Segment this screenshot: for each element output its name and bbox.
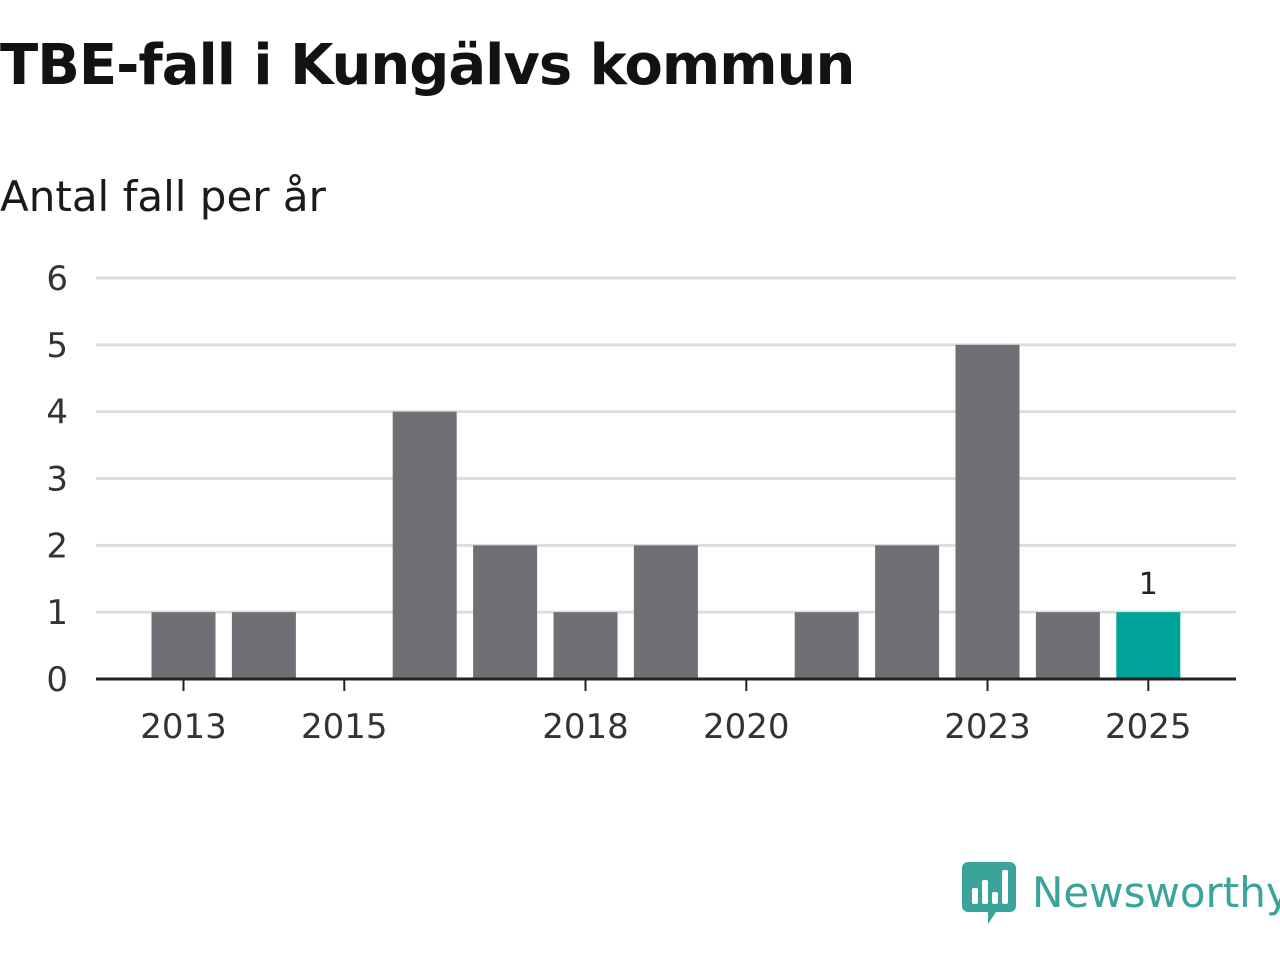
x-tick-label: 2015 xyxy=(301,707,388,747)
chart-title: TBE-fall i Kungälvs kommun xyxy=(0,33,855,98)
data-label-2025: 1 xyxy=(1139,567,1158,602)
bar-2013 xyxy=(151,612,216,679)
y-tick-label: 4 xyxy=(46,393,68,433)
y-tick-label: 0 xyxy=(46,660,68,700)
labels: 0 1 2 3 4 5 6 2013 2015 2018 2020 2023 2025 1 xyxy=(46,259,1191,747)
y-tick-label: 5 xyxy=(46,326,68,366)
newsworthy-logo[interactable]: Newsworthy xyxy=(962,862,1280,924)
bar-2019 xyxy=(633,545,698,679)
x-tick-label: 2018 xyxy=(542,707,629,747)
y-tick-label: 3 xyxy=(46,460,68,500)
bar-chart: 0 1 2 3 4 5 6 2013 2015 2018 2020 2023 2025 1 xyxy=(46,259,1236,747)
x-tick-label: 2013 xyxy=(140,707,227,747)
y-tick-label: 1 xyxy=(46,593,68,633)
brand-name: Newsworthy xyxy=(1032,868,1280,917)
bar-2017 xyxy=(473,545,538,679)
bar-2022 xyxy=(875,545,940,679)
bars xyxy=(151,344,1181,679)
bar-2023 xyxy=(955,344,1020,679)
bar-2018 xyxy=(553,612,618,679)
x-tick-label: 2025 xyxy=(1105,707,1192,747)
y-tick-label: 6 xyxy=(46,259,68,299)
bar-2025 xyxy=(1116,612,1181,679)
x-tick-label: 2020 xyxy=(703,707,790,747)
x-axis xyxy=(96,677,1236,691)
bar-2021 xyxy=(794,612,859,679)
bar-2024 xyxy=(1035,612,1100,679)
bar-2016 xyxy=(392,411,457,679)
newsworthy-logo-icon xyxy=(962,862,1016,924)
y-tick-label: 2 xyxy=(46,526,68,566)
bar-2014 xyxy=(231,612,296,679)
chart-subtitle: Antal fall per år xyxy=(0,172,326,221)
x-tick-label: 2023 xyxy=(944,707,1031,747)
